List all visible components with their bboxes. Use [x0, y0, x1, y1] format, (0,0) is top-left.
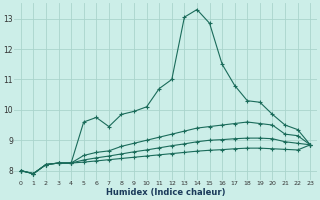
X-axis label: Humidex (Indice chaleur): Humidex (Indice chaleur): [106, 188, 225, 197]
